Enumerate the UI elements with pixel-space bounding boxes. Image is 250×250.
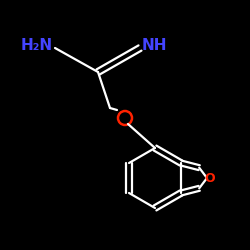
Text: NH: NH [141,38,167,54]
Text: O: O [205,172,215,184]
Text: H₂N: H₂N [21,38,53,54]
